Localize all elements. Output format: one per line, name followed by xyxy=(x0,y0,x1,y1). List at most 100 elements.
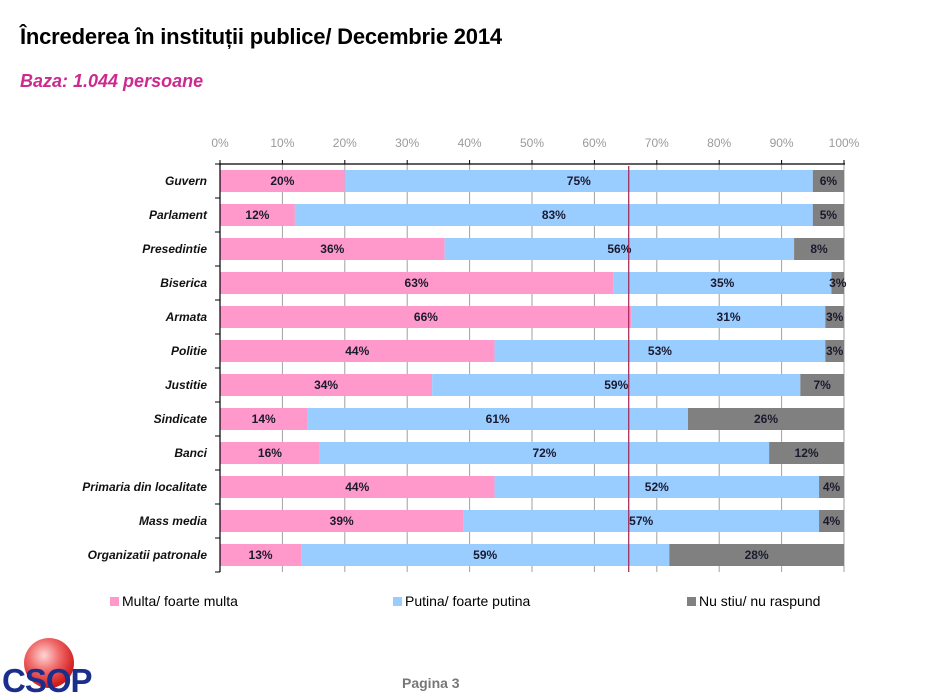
category-label: Sindicate xyxy=(154,412,208,426)
data-label: 39% xyxy=(330,514,354,528)
category-label: Biserica xyxy=(160,276,207,290)
legend-item-multa: Multa/ foarte multa xyxy=(110,593,238,609)
bar-segment xyxy=(344,170,813,192)
data-label: 44% xyxy=(345,344,369,358)
bar-segment xyxy=(825,306,844,328)
bar-segment xyxy=(220,442,320,464)
data-label: 8% xyxy=(810,242,828,256)
category-label: Justitie xyxy=(165,378,207,392)
data-label: 7% xyxy=(813,378,831,392)
data-label: 35% xyxy=(710,276,734,290)
legend-label-multa: Multa/ foarte multa xyxy=(122,593,238,609)
bar-segment xyxy=(301,544,670,566)
bar-segment xyxy=(220,272,614,294)
category-label: Banci xyxy=(174,446,207,460)
gridlines xyxy=(281,164,845,572)
data-label: 59% xyxy=(604,378,628,392)
bar-segment xyxy=(819,510,844,532)
data-label: 3% xyxy=(826,310,844,324)
data-label: 36% xyxy=(320,242,344,256)
data-label: 66% xyxy=(414,310,438,324)
data-labels: 20% 75% 6% 12% 83% 5% 36% 56% 8% 63% 35% 3% 66% 31% 3%… xyxy=(245,174,846,562)
data-label: 44% xyxy=(345,480,369,494)
bar-segment xyxy=(220,340,495,362)
data-label: 61% xyxy=(486,412,510,426)
bar-segment xyxy=(220,510,464,532)
x-tick-label: 60% xyxy=(582,136,606,150)
page-number: Pagina 3 xyxy=(402,675,460,691)
data-label: 53% xyxy=(648,344,672,358)
data-label: 31% xyxy=(717,310,741,324)
x-tick-label: 40% xyxy=(458,136,482,150)
legend-item-putina: Putina/ foarte putina xyxy=(393,593,530,609)
x-tick-label: 90% xyxy=(770,136,794,150)
bar-segment xyxy=(613,272,832,294)
legend-label-putina: Putina/ foarte putina xyxy=(405,593,531,609)
data-label: 28% xyxy=(745,548,769,562)
data-label: 3% xyxy=(826,344,844,358)
data-label: 83% xyxy=(542,208,566,222)
bar-segment xyxy=(319,442,770,464)
category-label: Presedintie xyxy=(142,242,207,256)
data-label: 16% xyxy=(258,446,282,460)
data-label: 20% xyxy=(270,174,294,188)
legend-swatch-multa xyxy=(110,596,119,606)
bar-segment xyxy=(294,204,813,226)
bar-segment xyxy=(825,340,844,362)
tick-labels: 0% 10% 20% 30% 40% 50% 60% 70% 80% 90% 100% xyxy=(211,136,859,150)
x-tick-label: 50% xyxy=(520,136,544,150)
data-label: 13% xyxy=(249,548,273,562)
bar-segment xyxy=(220,476,495,498)
sample-base-subtitle: Baza: 1.044 persoane xyxy=(20,71,204,91)
data-label: 56% xyxy=(607,242,631,256)
data-label: 59% xyxy=(473,548,497,562)
bar-segment xyxy=(220,408,308,430)
bar-segment xyxy=(432,374,801,396)
data-label: 5% xyxy=(820,208,838,222)
data-label: 14% xyxy=(252,412,276,426)
bars xyxy=(220,170,844,566)
x-tick-label: 20% xyxy=(333,136,357,150)
category-label: Primaria din localitate xyxy=(82,480,207,494)
category-label: Mass media xyxy=(139,514,207,528)
bar-segment xyxy=(463,510,820,532)
data-label: 34% xyxy=(314,378,338,392)
legend-swatch-nu-stiu xyxy=(687,596,696,606)
data-label: 72% xyxy=(532,446,556,460)
bar-segment xyxy=(631,306,826,328)
bar-segment xyxy=(220,170,345,192)
bar-segment xyxy=(669,544,844,566)
data-label: 26% xyxy=(754,412,778,426)
x-tick-label: 100% xyxy=(829,136,860,150)
bar-segment xyxy=(494,340,826,362)
bar-segment xyxy=(794,238,844,260)
bar-segment xyxy=(307,408,688,430)
x-tick-label: 70% xyxy=(645,136,669,150)
data-label: 63% xyxy=(405,276,429,290)
bar-segment xyxy=(220,374,433,396)
x-tick-label: 30% xyxy=(395,136,419,150)
data-label: 12% xyxy=(795,446,819,460)
data-label: 4% xyxy=(823,514,841,528)
bar-segment xyxy=(444,238,795,260)
category-label: Guvern xyxy=(165,174,207,188)
x-tick-label: 0% xyxy=(211,136,229,150)
category-label: Parlament xyxy=(149,208,208,222)
legend-swatch-putina xyxy=(393,596,402,606)
bar-segment xyxy=(220,204,295,226)
csop-logo: CSOP xyxy=(2,636,102,700)
logo-text: CSOP xyxy=(2,662,93,699)
bar-segment xyxy=(494,476,820,498)
x-tick-label: 10% xyxy=(270,136,294,150)
bar-segment xyxy=(220,238,445,260)
bar-segment xyxy=(220,306,632,328)
bar-segment xyxy=(800,374,844,396)
category-label: Armata xyxy=(165,310,208,324)
bar-segment xyxy=(812,170,844,192)
legend-item-nu-stiu: Nu stiu/ nu raspund xyxy=(687,593,820,609)
legend-label-nu-stiu: Nu stiu/ nu raspund xyxy=(699,593,821,609)
data-label: 57% xyxy=(629,514,653,528)
data-label: 52% xyxy=(645,480,669,494)
data-label: 6% xyxy=(820,174,838,188)
